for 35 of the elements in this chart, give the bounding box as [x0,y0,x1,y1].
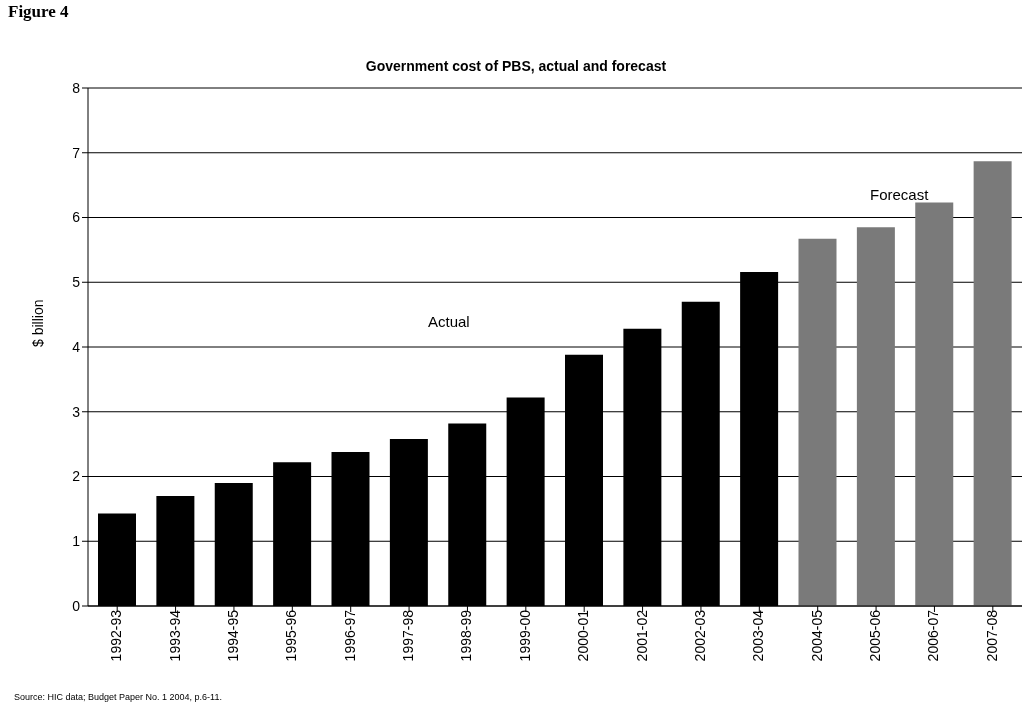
x-tick-label: 1997-98 [400,609,416,662]
x-tick-label: 1996-97 [341,609,358,662]
y-tick-label: 5 [72,274,81,291]
x-tick-label: 2002-03 [691,609,708,662]
x-tick-label: 2007-08 [983,609,1000,662]
y-tick-label: 8 [72,79,81,96]
x-tick-label: 2004-05 [808,609,825,662]
x-tick-label: 2005-06 [867,609,883,662]
bar [798,238,837,606]
x-tick-label: 1992-93 [108,609,125,662]
annotation: Actual [428,313,470,330]
y-tick-label: 2 [72,468,81,485]
y-axis-title: $ billion [29,299,46,347]
y-tick-label: 6 [72,209,81,226]
y-tick-label: 1 [72,533,81,550]
bar [973,161,1012,606]
x-tick-label: 2006-07 [925,609,942,662]
x-tick-label: 2000-01 [575,609,592,662]
chart-title: Government cost of PBS, actual and forecast [364,58,668,74]
y-tick-label: 7 [72,144,81,161]
x-tick-label: 1994-95 [224,609,241,662]
x-tick-label: 1999-00 [516,609,533,662]
x-tick-label: 1998-99 [458,609,475,662]
x-tick-label: 1995-96 [283,609,300,662]
bar [856,227,895,606]
y-tick-label: 0 [72,597,81,614]
annotation: Forecast [870,186,929,203]
x-tick-label: 2001-02 [633,609,650,662]
bar [915,202,954,606]
y-tick-label: 3 [72,403,81,420]
x-tick-label: 1993-94 [166,609,183,662]
source-note: Source: HIC data; Budget Paper No. 1 2004, p.6-11. [14,692,222,702]
y-tick-label: 4 [72,338,81,355]
caption: Figure 4 [8,2,69,22]
x-tick-label: 2003-04 [750,609,767,662]
